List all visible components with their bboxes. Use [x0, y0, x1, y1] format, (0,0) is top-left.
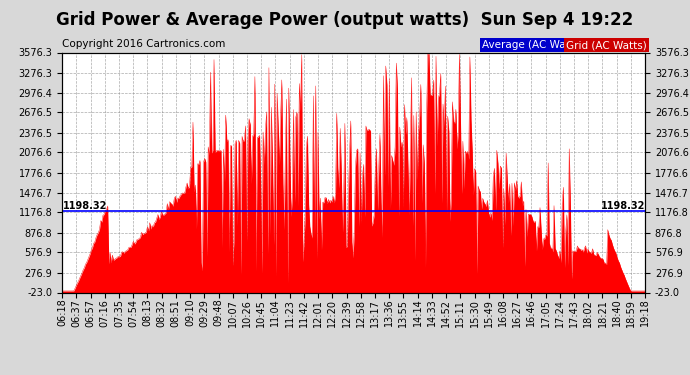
Text: 1198.32: 1198.32	[63, 201, 107, 211]
Text: Grid (AC Watts): Grid (AC Watts)	[566, 40, 647, 50]
Text: 1198.32: 1198.32	[602, 201, 646, 211]
Text: Grid Power & Average Power (output watts)  Sun Sep 4 19:22: Grid Power & Average Power (output watts…	[57, 11, 633, 29]
Text: Copyright 2016 Cartronics.com: Copyright 2016 Cartronics.com	[62, 39, 226, 50]
Text: Average (AC Watts): Average (AC Watts)	[482, 40, 583, 50]
